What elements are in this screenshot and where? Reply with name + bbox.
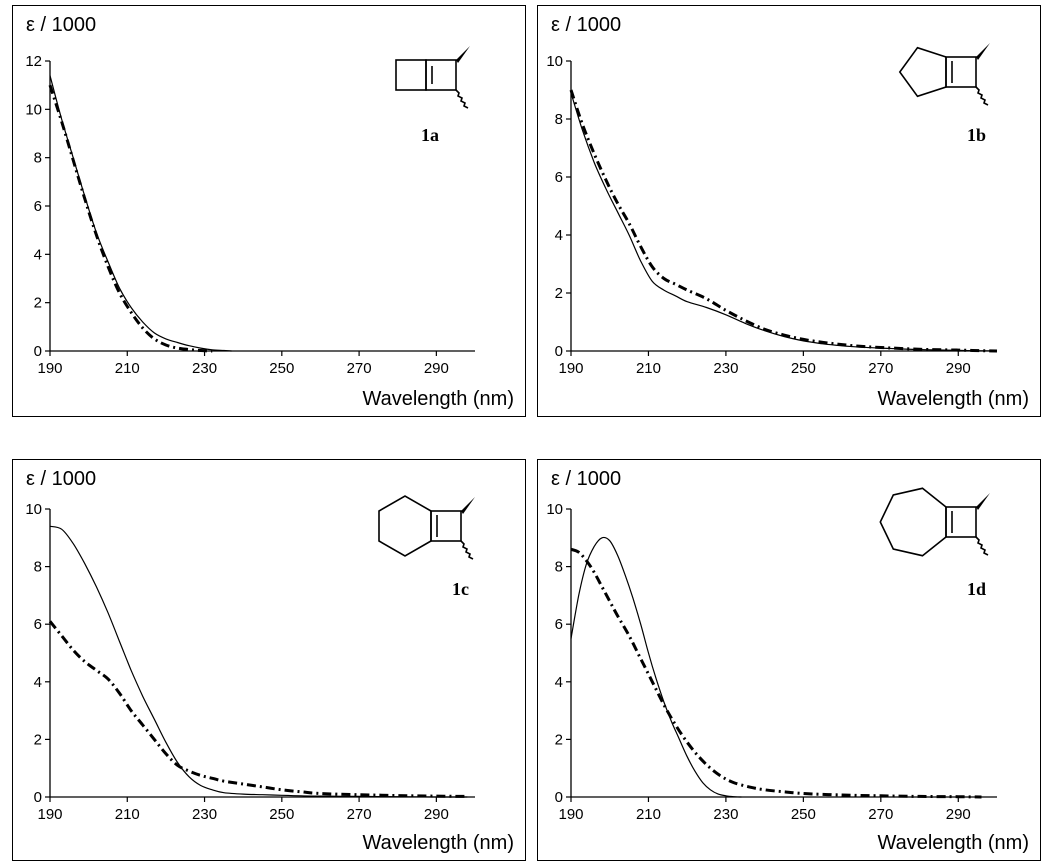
x-tick-label: 270 [868, 360, 893, 377]
panel-frame [12, 5, 526, 417]
series-line-dashdot [48, 84, 213, 353]
panel-1c: 0 2 4 6 8 10 190 210 230 250 270 290 ε / 1000 Wavelen… [12, 459, 526, 861]
series-line-dashdot [570, 547, 982, 799]
panel-1b: 0 2 4 6 8 10 190 210 230 250 270 290 ε / 1000 Wavelen… [537, 5, 1041, 417]
x-tick-label: 290 [424, 806, 449, 823]
panel-frame [537, 459, 1041, 861]
structure-1d [879, 487, 990, 557]
x-tick-label: 190 [558, 360, 583, 377]
x-tick-label: 230 [713, 806, 738, 823]
x-tick-label: 190 [37, 806, 62, 823]
x-axis-label: Wavelength (nm) [877, 388, 1029, 410]
series-line-dashdot [569, 89, 998, 353]
series-line-dashdot [48, 620, 468, 798]
x-tick-label: 270 [868, 806, 893, 823]
y-tick-label: 10 [25, 501, 42, 518]
panel-frame [12, 459, 526, 861]
x-tick-label: 190 [37, 360, 62, 377]
series-line-solid [570, 536, 742, 798]
y-tick-label: 10 [546, 53, 563, 70]
y-tick-label: 10 [546, 501, 563, 518]
x-tick-label: 290 [424, 360, 449, 377]
x-tick-label: 230 [713, 360, 738, 377]
x-tick-label: 250 [269, 806, 294, 823]
y-tick-label: 10 [25, 101, 42, 118]
compound-label: 1c [452, 579, 469, 599]
x-tick-label: 210 [115, 360, 140, 377]
compound-label: 1a [421, 125, 439, 145]
x-axis-label: Wavelength (nm) [362, 388, 514, 410]
y-tick-label: 2 [555, 731, 563, 748]
x-axis-label: Wavelength (nm) [362, 832, 514, 854]
x-tick-label: 210 [636, 360, 661, 377]
x-tick-label: 250 [791, 806, 816, 823]
structure-1a [395, 46, 470, 109]
y-tick-label: 8 [34, 559, 42, 576]
y-axis-label: ε / 1000 [26, 468, 96, 490]
y-tick-label: 4 [555, 227, 563, 244]
x-tick-label: 270 [347, 806, 372, 823]
panel-1d: 0 2 4 6 8 10 190 210 230 250 270 290 ε / 1000 Wavelen… [537, 459, 1041, 861]
y-tick-label: 0 [555, 343, 563, 360]
x-tick-label: 190 [558, 806, 583, 823]
y-tick-label: 6 [34, 198, 42, 215]
x-tick-label: 210 [115, 806, 140, 823]
x-tick-label: 270 [347, 360, 372, 377]
y-tick-label: 0 [34, 789, 42, 806]
x-tick-label: 230 [192, 360, 217, 377]
compound-label: 1b [967, 125, 986, 145]
y-tick-label: 4 [34, 246, 42, 263]
y-tick-label: 2 [34, 731, 42, 748]
y-axis-label: ε / 1000 [26, 14, 96, 36]
compound-label: 1d [967, 579, 986, 599]
series-line-solid [49, 75, 232, 352]
x-tick-label: 290 [946, 806, 971, 823]
y-tick-label: 0 [34, 343, 42, 360]
y-tick-label: 6 [555, 616, 563, 633]
x-tick-label: 210 [636, 806, 661, 823]
series-line-solid [570, 92, 998, 352]
x-tick-label: 230 [192, 806, 217, 823]
y-tick-label: 8 [555, 559, 563, 576]
y-tick-label: 0 [555, 789, 563, 806]
x-tick-label: 290 [946, 360, 971, 377]
x-tick-label: 250 [791, 360, 816, 377]
x-axis-label: Wavelength (nm) [877, 832, 1029, 854]
y-tick-label: 8 [34, 150, 42, 167]
structure-1b [898, 43, 990, 106]
panel-frame [537, 5, 1041, 417]
y-axis-label: ε / 1000 [551, 14, 621, 36]
y-tick-label: 6 [555, 169, 563, 186]
y-tick-label: 12 [25, 53, 42, 70]
panel-1a: 0 2 4 6 8 10 12 190 210 230 250 270 290 ε / 1000 Wavel… [12, 5, 526, 417]
y-tick-label: 8 [555, 111, 563, 128]
y-axis-label: ε / 1000 [551, 468, 621, 490]
y-tick-label: 4 [34, 674, 42, 691]
y-tick-label: 6 [34, 616, 42, 633]
series-line-solid [49, 525, 468, 798]
y-tick-label: 2 [555, 285, 563, 302]
x-tick-label: 250 [269, 360, 294, 377]
y-tick-label: 4 [555, 674, 563, 691]
y-tick-label: 2 [34, 295, 42, 312]
structure-1c [378, 495, 475, 560]
